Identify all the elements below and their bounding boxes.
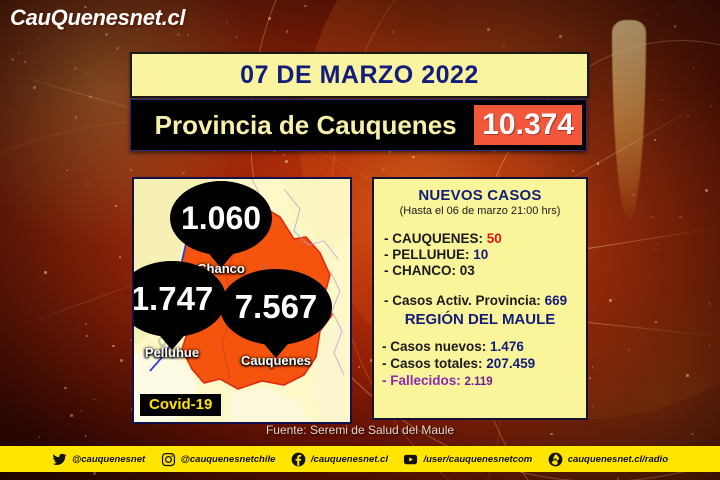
row-label: - CHANCO: xyxy=(384,263,456,278)
province-banner: Provincia de Cauquenes 10.374 xyxy=(130,99,587,151)
marker-label: Pelluhue xyxy=(144,345,200,360)
row-label: - Casos nuevos: xyxy=(382,339,487,354)
covid-tag: Covid-19 xyxy=(140,394,222,416)
region-row: - Casos nuevos: 1.476 xyxy=(382,338,586,355)
row-value: 10 xyxy=(473,247,489,262)
row-label: - PELLUHUE: xyxy=(384,247,470,262)
date-text: 07 DE MARZO 2022 xyxy=(240,60,479,89)
social-item-facebook[interactable]: /cauquenesnet.cl xyxy=(291,452,388,467)
region-list: - Casos nuevos: 1.476 - Casos totales: 2… xyxy=(374,338,586,391)
active-cases-row: - Casos Activ. Provincia: 669 xyxy=(384,293,586,309)
radio-icon xyxy=(548,452,563,466)
map-panel[interactable]: cauquenesnet.cl 1.060 Chanco 1.747 Pellu… xyxy=(132,177,352,424)
stats-title: NUEVOS CASOS xyxy=(418,187,542,204)
region-title: REGIÓN DEL MAULE xyxy=(404,311,556,328)
row-label: - Fallecidos: xyxy=(382,373,461,388)
region-row-deaths: - Fallecidos: 2.119 xyxy=(382,372,586,391)
row-value: 669 xyxy=(544,293,568,308)
row-label: - CAUQUENES: xyxy=(384,231,484,246)
social-handle: @cauquenesnetchile xyxy=(180,453,276,465)
instagram-icon xyxy=(161,452,175,466)
row-label: - Casos Activ. Provincia: xyxy=(384,293,541,308)
social-item-youtube[interactable]: /user/cauquenesnetcom xyxy=(403,452,532,467)
row-value: 03 xyxy=(459,263,475,278)
new-cases-row: - CAUQUENES: 50 xyxy=(384,231,586,247)
new-cases-list: - CAUQUENES: 50 - PELLUHUE: 10 - CHANCO:… xyxy=(374,231,586,309)
social-item-twitter[interactable]: @cauquenesnet xyxy=(52,452,145,467)
youtube-icon xyxy=(404,454,418,464)
row-value: 2.119 xyxy=(464,376,493,388)
row-value: 1.476 xyxy=(490,339,524,354)
map-marker-chanco[interactable]: 1.060 Chanco xyxy=(170,181,272,276)
region-row: - Casos totales: 207.459 xyxy=(382,355,586,372)
map-marker-cauquenes[interactable]: 7.567 Cauquenes xyxy=(220,269,332,368)
marker-value: 1.747 xyxy=(134,261,226,337)
row-label: - Casos totales: xyxy=(382,356,483,371)
marker-value: 7.567 xyxy=(220,269,332,345)
social-item-radio[interactable]: cauquenesnet.cl/radio xyxy=(548,452,668,467)
twitter-icon xyxy=(52,453,67,465)
stats-panel: NUEVOS CASOS (Hasta el 06 de marzo 21:00… xyxy=(372,177,588,420)
map-marker-pelluhue[interactable]: 1.747 Pelluhue xyxy=(134,261,226,360)
province-label: Provincia de Cauquenes xyxy=(154,109,457,140)
social-handle: cauquenesnet.cl/radio xyxy=(567,453,668,465)
stats-subtitle: (Hasta el 06 de marzo 21:00 hrs) xyxy=(399,205,561,217)
marker-label: Cauquenes xyxy=(240,353,312,368)
row-value: 207.459 xyxy=(486,356,536,371)
marker-value: 1.060 xyxy=(170,181,272,255)
source-credit: Fuente: Seremi de Salud del Maule xyxy=(265,423,455,437)
row-value: 50 xyxy=(486,231,502,246)
facebook-icon xyxy=(291,452,306,466)
social-handle: /cauquenesnet.cl xyxy=(310,453,388,465)
social-footer: @cauquenesnet @cauquenesnetchile /cauque… xyxy=(0,446,720,472)
new-cases-row: - CHANCO: 03 xyxy=(384,263,586,279)
social-handle: @cauquenesnet xyxy=(72,453,146,465)
province-total-badge: 10.374 xyxy=(474,105,582,145)
new-cases-row: - PELLUHUE: 10 xyxy=(384,247,586,263)
social-item-instagram[interactable]: @cauquenesnetchile xyxy=(161,452,276,467)
spacer xyxy=(384,279,586,293)
social-handle: /user/cauquenesnetcom xyxy=(423,453,533,465)
site-logo: CauQuenesnet.cl xyxy=(10,5,186,30)
date-banner: 07 DE MARZO 2022 xyxy=(130,52,589,98)
